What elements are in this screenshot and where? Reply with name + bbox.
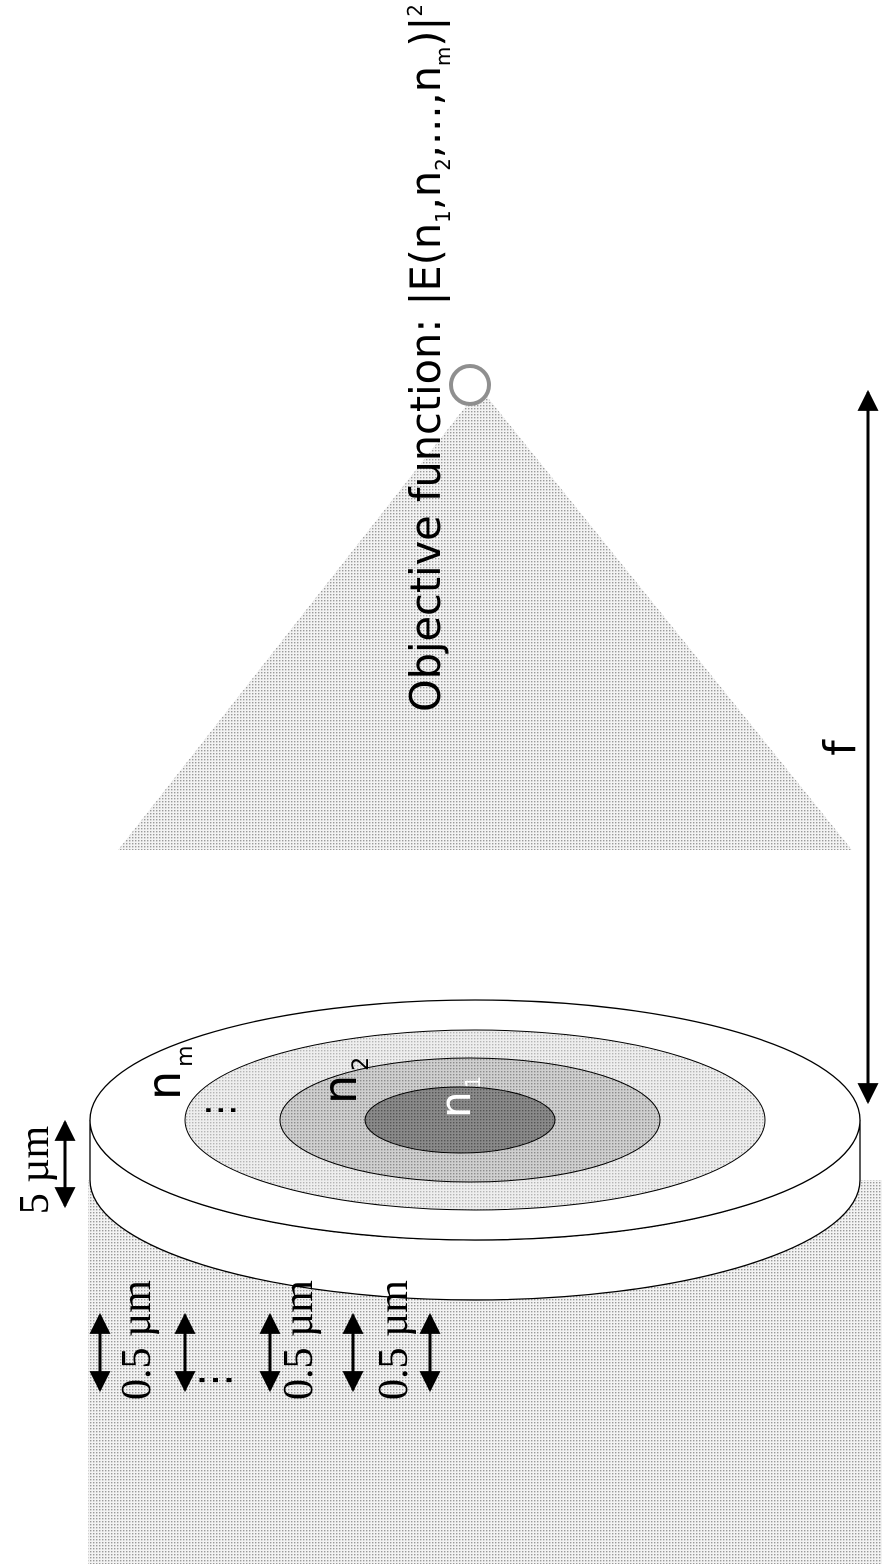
layer-label-1: 0.5 µm	[114, 1280, 160, 1400]
layer-label-ellipsis: ⋮	[192, 1360, 237, 1400]
focal-length-label: f	[815, 739, 866, 756]
focal-spot	[451, 366, 489, 404]
layer-label-2: 0.5 µm	[276, 1280, 322, 1400]
light-cone	[118, 388, 852, 850]
layer-label-3: 0.5 µm	[371, 1280, 417, 1400]
objective-function-label: Objective function: |E(n1,n2,...,nm)|2	[401, 4, 455, 712]
thickness-label: 5 µm	[12, 1125, 58, 1214]
ring-label-ellipsis: ⋮	[200, 1092, 241, 1128]
